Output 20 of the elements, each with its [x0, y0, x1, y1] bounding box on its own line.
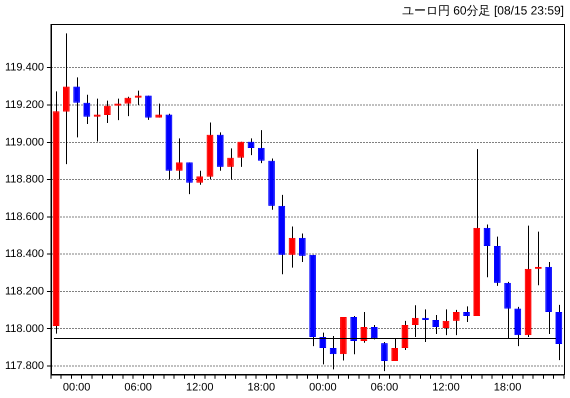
chart-title: ユーロ円 60分足 [08/15 23:59]: [402, 4, 564, 18]
x-tick-label: 06:00: [370, 381, 398, 394]
y-tick-label: 118.800: [4, 174, 44, 186]
y-tick-label: 119.400: [4, 62, 44, 74]
x-tick-label: 18:00: [248, 381, 276, 394]
candlestick: [463, 306, 470, 323]
y-tick-label: 119.000: [4, 136, 44, 148]
x-tick-label: 00:00: [62, 381, 90, 394]
y-tick-label: 118.600: [4, 210, 44, 223]
x-tick-label: 18:00: [494, 381, 522, 394]
y-tick-label: 119.200: [4, 98, 44, 111]
candlestick: [288, 226, 296, 268]
y-tick-label: 118.000: [4, 322, 44, 335]
y-tick-label: 117.800: [4, 360, 44, 372]
x-tick-label: 12:00: [186, 381, 214, 394]
y-tick-label: 118.200: [4, 285, 44, 298]
x-tick-label: 12:00: [432, 381, 460, 394]
x-tick-label: 06:00: [124, 381, 152, 394]
y-tick-label: 118.400: [4, 248, 44, 260]
x-tick-label: 00:00: [309, 381, 337, 394]
